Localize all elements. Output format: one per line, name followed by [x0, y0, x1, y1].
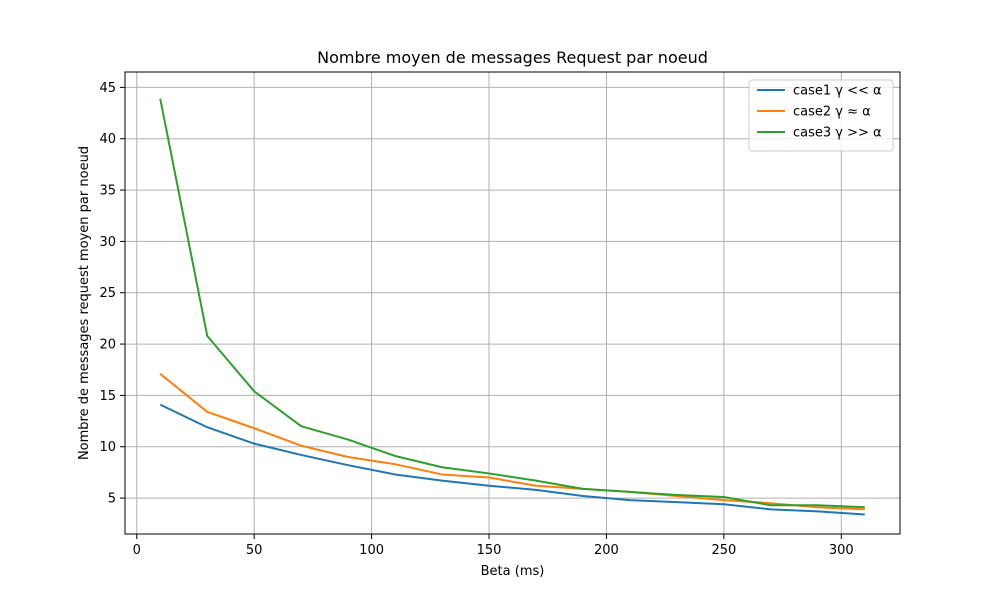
plot-frame [124, 71, 901, 535]
y-tick-label: 20 [99, 338, 116, 353]
x-tick-label: 250 [711, 543, 736, 558]
x-axis-label: Beta (ms) [481, 564, 545, 579]
series-line-1 [159, 403, 865, 516]
chart-title: Nombre moyen de messages Request par noe… [317, 48, 708, 67]
x-tick-label: 300 [829, 543, 854, 558]
series-line-2 [159, 373, 865, 511]
grid [125, 72, 900, 534]
series-lines [159, 98, 865, 516]
x-tick-label: 0 [133, 543, 141, 558]
y-axis-ticks: 5 10 15 20 25 30 35 40 45 [99, 81, 125, 507]
x-tick-label: 150 [477, 543, 502, 558]
x-tick-label: 100 [359, 543, 384, 558]
y-tick-label: 10 [99, 440, 116, 455]
legend: case1 γ << α case2 γ ≈ α case3 γ >> α [748, 79, 894, 152]
x-tick-label: 50 [246, 543, 263, 558]
legend-box [748, 79, 894, 152]
series-line-3 [159, 98, 865, 509]
y-tick-label: 35 [99, 184, 116, 199]
y-tick-label: 25 [99, 286, 116, 301]
x-axis-ticks: 0 50 100 150 200 250 300 [133, 534, 854, 558]
legend-label: case1 γ << α [793, 84, 882, 99]
y-tick-label: 5 [108, 492, 116, 507]
legend-label: case2 γ ≈ α [793, 105, 871, 120]
y-axis-label: Nombre de messages request moyen par noe… [77, 146, 92, 460]
legend-label: case3 γ >> α [793, 126, 882, 141]
y-tick-label: 45 [99, 81, 116, 96]
y-tick-label: 15 [99, 389, 116, 404]
y-tick-label: 30 [99, 235, 116, 250]
x-tick-label: 200 [594, 543, 619, 558]
y-tick-label: 40 [99, 132, 116, 147]
